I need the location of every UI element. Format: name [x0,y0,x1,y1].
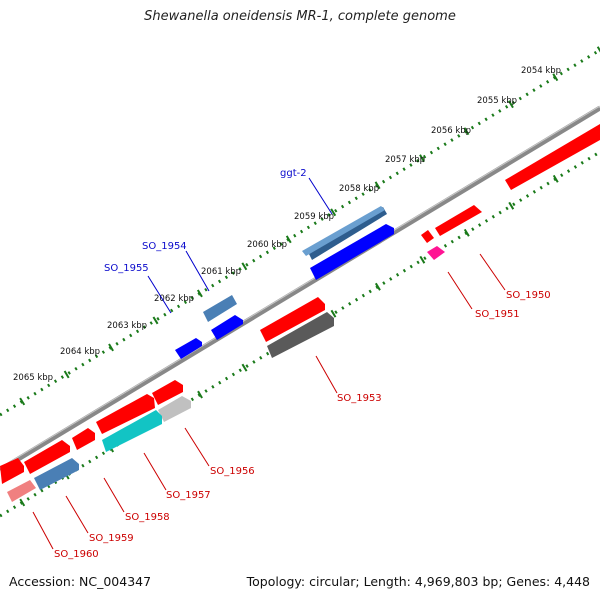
scale-label: 2054 kbp [521,66,561,76]
scale-labels: 2054 kbp 2055 kbp 2056 kbp 2057 kbp 2058… [13,66,561,383]
scale-tick [552,73,559,82]
gene-label[interactable]: SO_1955 [104,263,149,274]
scale-label: 2061 kbp [201,267,241,277]
gene-label[interactable]: ggt-2 [280,168,307,179]
reverse-features [0,124,600,502]
scale-label: 2059 kbp [294,212,334,222]
scale-tick [285,235,292,244]
scale-tick [419,154,425,163]
scale-label: 2064 kbp [60,347,100,357]
scale-tick [552,174,559,183]
gene-feature[interactable] [310,224,394,280]
leader-line [147,275,172,314]
gene-feature[interactable] [267,312,334,358]
label-leader-lines [32,177,506,550]
leader-line [315,355,338,394]
scale-tick [152,316,159,325]
gene-label[interactable]: SO_1950 [506,290,551,301]
gene-feature[interactable] [34,458,79,490]
scale-tick [507,100,514,109]
gene-label[interactable]: SO_1956 [210,466,255,477]
scale-tick [463,228,470,237]
scale-ticks [19,46,600,507]
genome-summary-text: Topology: circular; Length: 4,969,803 bp… [246,574,590,589]
map-title: Shewanella oneidensis MR-1, complete gen… [144,9,456,24]
gene-label[interactable]: SO_1953 [337,393,382,404]
gene-feature[interactable] [24,440,70,474]
gene-feature[interactable] [302,206,385,256]
scale-tick [63,370,70,379]
gene-feature[interactable] [435,205,482,236]
gene-feature[interactable] [505,124,600,190]
gene-label[interactable]: SO_1960 [54,549,99,560]
scale-tick [196,289,203,298]
scale-tick [19,397,26,406]
inner-scale-line [0,150,600,518]
scale-label: 2060 kbp [247,240,287,250]
gene-feature[interactable] [96,394,155,434]
outer-scale-line [0,48,600,417]
leader-line [65,495,89,534]
scale-label: 2057 kbp [385,155,425,165]
scale-label: 2065 kbp [13,373,53,383]
leader-line [103,477,125,513]
leader-line [308,177,333,215]
scale-tick [330,309,337,318]
scale-tick [330,208,337,217]
scale-tick [419,255,426,264]
scale-tick [374,282,381,291]
scale-label: 2062 kbp [154,294,194,304]
leader-line [447,271,473,310]
scale-label: 2055 kbp [477,96,517,106]
scale-tick [241,262,248,271]
scale-tick [508,201,515,210]
gene-feature[interactable] [0,458,24,484]
gene-labels-forward: ggt-2 SO_1954 SO_1955 [104,168,307,274]
gene-label[interactable]: SO_1957 [166,490,211,501]
genome-backbone [0,105,600,473]
scale-tick [197,390,203,399]
scale-tick [463,127,470,136]
scale-tick [241,363,248,372]
gene-feature[interactable] [421,230,434,243]
accession-text: Accession: NC_004347 [9,574,152,589]
leader-line [185,250,210,292]
gene-feature[interactable] [158,396,191,422]
scale-label: 2063 kbp [107,321,147,331]
gene-label[interactable]: SO_1951 [475,309,520,320]
gene-label[interactable]: SO_1954 [142,241,187,252]
gene-labels-reverse: SO_1950 SO_1951 SO_1953 SO_1956 SO_1957 … [54,290,551,560]
gene-label[interactable]: SO_1959 [89,533,134,544]
gene-feature[interactable] [72,428,95,450]
gene-feature[interactable] [175,338,202,359]
gene-feature[interactable] [152,380,183,405]
gene-feature[interactable] [211,315,243,340]
leader-line [143,452,167,491]
genome-backbone-highlight [0,105,600,469]
gene-feature[interactable] [260,297,325,342]
scale-tick [374,181,381,190]
gene-feature[interactable] [7,480,36,502]
leader-line [32,511,54,550]
gene-feature[interactable] [203,295,237,322]
scale-tick [19,498,26,507]
gene-feature[interactable] [427,246,445,260]
gene-feature[interactable] [102,410,162,452]
leader-line [479,253,506,291]
gene-label[interactable]: SO_1958 [125,512,170,523]
scale-tick [108,343,114,352]
forward-features [175,206,394,359]
leader-line [184,427,210,467]
scale-label: 2058 kbp [339,184,379,194]
scale-label: 2056 kbp [431,126,471,136]
